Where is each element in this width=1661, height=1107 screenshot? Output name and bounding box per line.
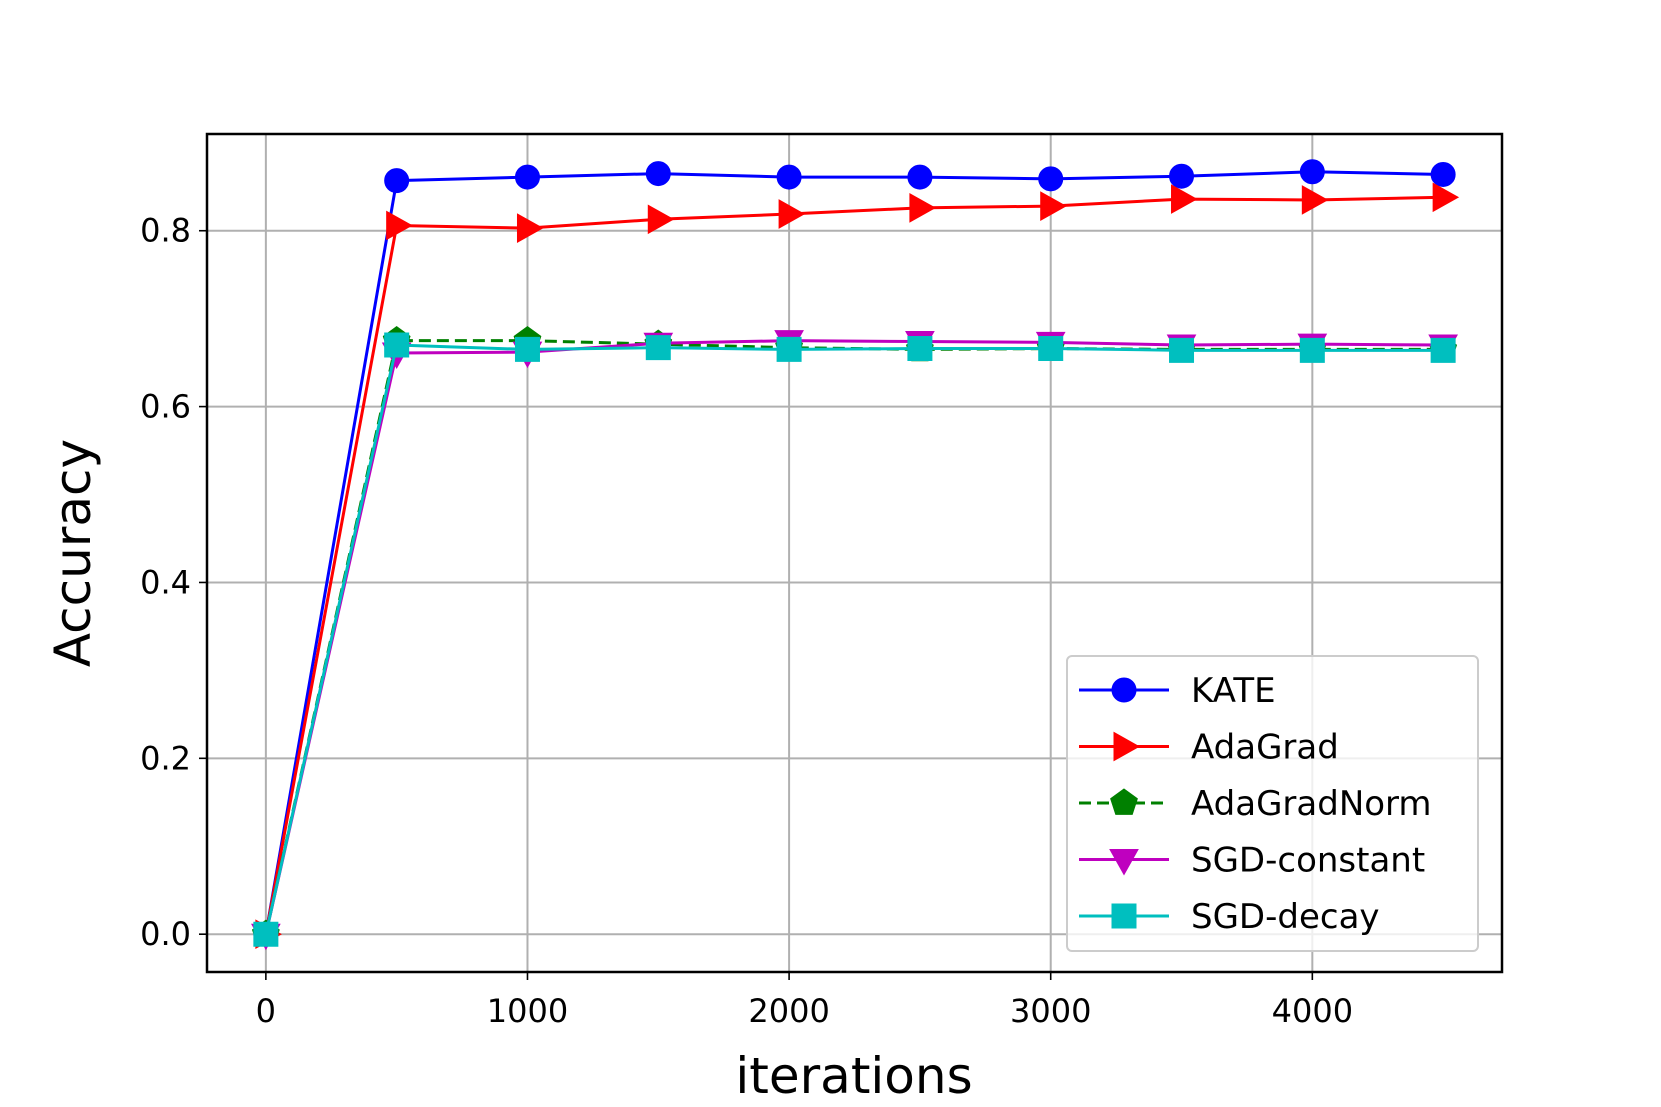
- legend-label: KATE: [1191, 671, 1276, 711]
- series-line-sgd-constant: [264, 339, 1444, 935]
- data-point-kate: [907, 164, 933, 190]
- legend-marker-sgd-decay: [1111, 903, 1137, 929]
- series-layer: [251, 159, 1460, 951]
- legend: KATE AdaGrad AdaGradNorm SGD-constant SGD-de…: [1066, 655, 1479, 952]
- data-point-sgd-decay: [1299, 337, 1325, 363]
- series-sgd-decay: [253, 332, 1456, 947]
- data-point-kate: [645, 161, 671, 187]
- legend-marker-sgd-constant: [1109, 849, 1139, 876]
- data-point-adagrad: [386, 210, 413, 241]
- series-line-sgd-decay: [264, 343, 1444, 935]
- data-point-kate: [1299, 159, 1325, 185]
- legend-label: SGD-constant: [1191, 841, 1425, 881]
- legend-label: SGD-decay: [1191, 897, 1380, 937]
- y-tick-label: 0.4: [140, 563, 191, 601]
- x-axis-title: iterations: [735, 1047, 972, 1105]
- data-point-sgd-decay: [776, 336, 802, 362]
- data-point-kate: [1038, 166, 1064, 192]
- data-point-sgd-decay: [1169, 337, 1195, 363]
- data-point-sgd-decay: [907, 336, 933, 362]
- data-point-sgd-decay: [514, 336, 540, 362]
- legend-entry-adagradnorm: AdaGradNorm: [1079, 784, 1432, 824]
- x-tick-label: 0: [256, 992, 276, 1030]
- x-tick-label: 3000: [1010, 992, 1091, 1030]
- data-point-adagrad: [909, 193, 936, 223]
- x-tick-label: 4000: [1272, 992, 1353, 1030]
- plot-frame: [205, 132, 1504, 974]
- y-tick-label: 0.2: [140, 739, 191, 777]
- data-point-adagrad: [516, 213, 544, 243]
- legend-entry-adagrad: AdaGrad: [1079, 728, 1339, 768]
- legend-marker-adagrad: [1113, 731, 1141, 762]
- data-point-adagrad: [1040, 191, 1067, 221]
- data-point-adagrad: [1432, 182, 1460, 213]
- data-point-kate: [1169, 163, 1195, 189]
- data-point-adagrad: [1301, 185, 1329, 215]
- y-axis-title: Accuracy: [44, 439, 102, 667]
- data-point-adagrad: [647, 204, 675, 235]
- data-point-kate: [514, 164, 540, 190]
- data-point-sgd-decay: [1430, 337, 1456, 363]
- legend-label: AdaGradNorm: [1191, 784, 1432, 824]
- legend-marker-kate: [1111, 677, 1137, 703]
- legend-marker-adagradnorm: [1110, 788, 1138, 815]
- ticks: 0 1000 2000 3000 4000 0.0 0.2 0.4 0.6 0.8: [140, 212, 1353, 1030]
- data-point-kate: [384, 168, 410, 194]
- legend-box: [1066, 655, 1479, 952]
- series-line-adagrad: [264, 195, 1444, 935]
- series-kate: [253, 159, 1456, 947]
- data-point-kate: [1430, 161, 1456, 187]
- series-line-kate: [264, 170, 1444, 935]
- legend-label: AdaGrad: [1191, 728, 1339, 768]
- legend-entry-sgd-constant: SGD-constant: [1079, 841, 1425, 881]
- data-point-sgd-decay: [253, 921, 279, 947]
- data-point-adagrad: [778, 199, 806, 229]
- legend-entry-kate: KATE: [1079, 671, 1276, 711]
- data-point-adagrad: [1171, 184, 1198, 214]
- legend-entry-sgd-decay: SGD-decay: [1079, 897, 1380, 937]
- x-tick-label: 1000: [487, 992, 568, 1030]
- x-tick-label: 2000: [748, 992, 829, 1030]
- y-tick-label: 0.0: [140, 915, 191, 953]
- data-point-kate: [776, 164, 802, 190]
- data-point-sgd-decay: [645, 335, 671, 361]
- data-point-sgd-decay: [384, 332, 410, 358]
- data-point-sgd-decay: [1038, 336, 1064, 362]
- y-tick-label: 0.6: [140, 388, 191, 426]
- y-tick-label: 0.8: [140, 212, 191, 250]
